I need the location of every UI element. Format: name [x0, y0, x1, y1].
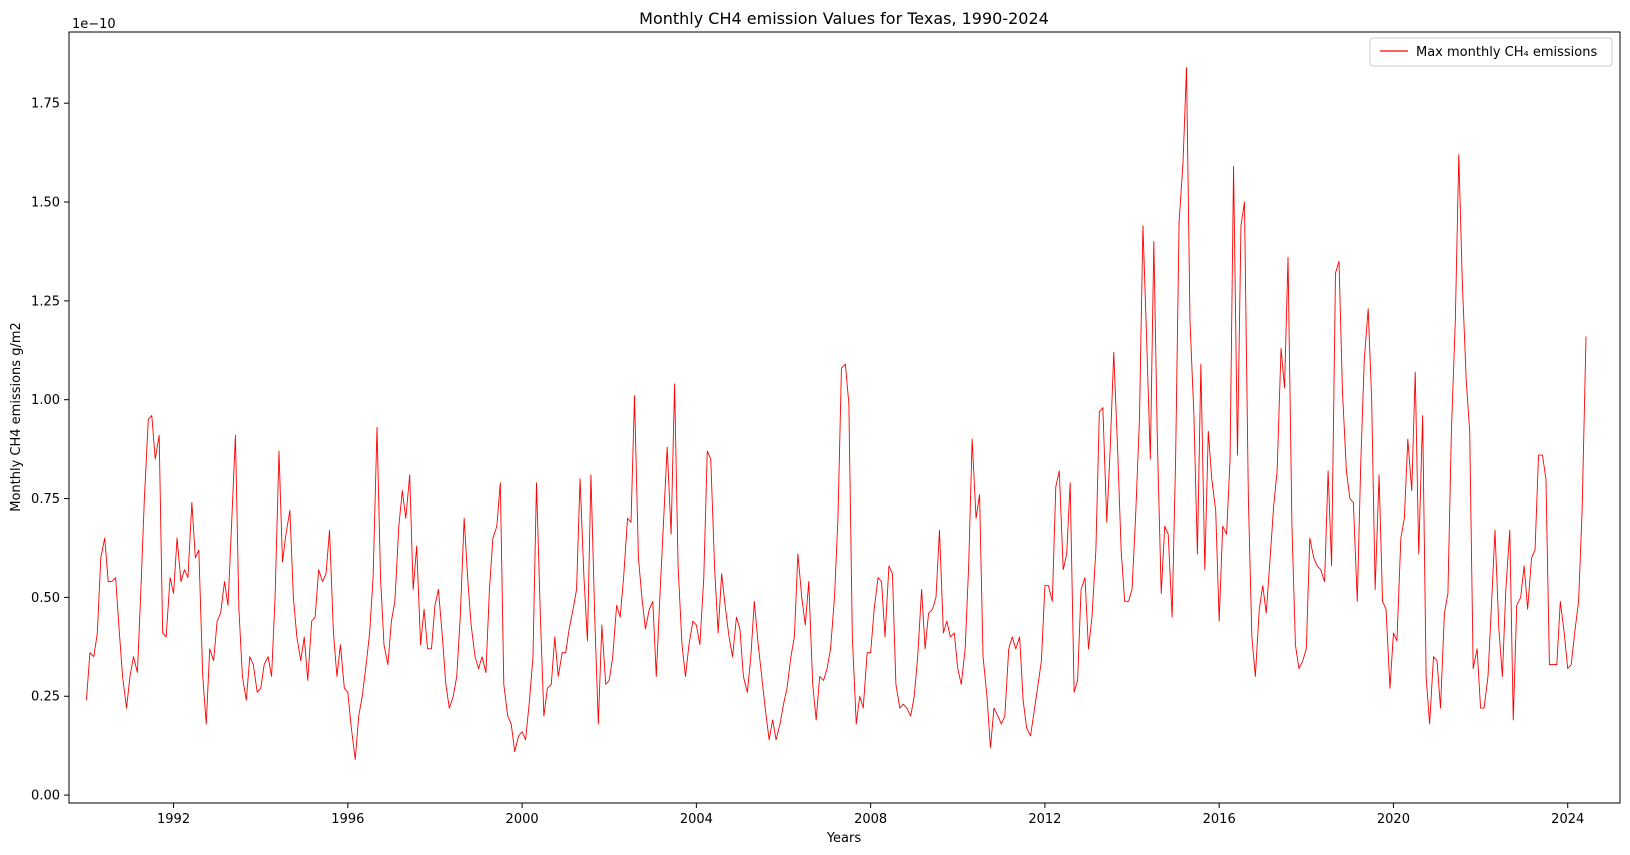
x-tick-label: 2016	[1203, 812, 1236, 827]
legend-entry: Max monthly CH₄ emissions	[1416, 45, 1597, 60]
x-axis-label: Years	[826, 831, 862, 846]
series-line-0	[85, 67, 1587, 760]
y-tick-label: 1.75	[31, 97, 60, 112]
x-tick-label: 2008	[854, 812, 887, 827]
x-tick-label: 2024	[1551, 812, 1584, 827]
y-axis: 0.00 0.25 0.50 0.75 1.00 1.25 1.50 1.75	[31, 97, 69, 804]
x-tick-label: 2020	[1377, 812, 1410, 827]
x-tick-label: 2012	[1028, 812, 1061, 827]
y-axis-label: Monthly CH4 emissions g/m2	[9, 322, 24, 512]
y-tick-label: 0.75	[31, 492, 60, 507]
x-tick-label: 1992	[157, 812, 190, 827]
chart-title: Monthly CH4 emission Values for Texas, 1…	[639, 9, 1049, 28]
y-tick-label: 1.25	[31, 294, 60, 309]
x-tick-label: 2000	[506, 812, 539, 827]
y-tick-label: 0.25	[31, 690, 60, 705]
y-offset-label: 1e−10	[72, 17, 116, 32]
x-axis: 1992 1996 2000 2004 2008 2012 2016 2020 2024	[157, 803, 1584, 827]
y-tick-label: 1.00	[31, 393, 60, 408]
y-tick-label: 1.50	[31, 196, 60, 211]
legend-box	[1369, 37, 1613, 67]
x-tick-label: 2004	[680, 812, 713, 827]
y-tick-label: 0.00	[31, 789, 60, 804]
plot-frame	[68, 31, 1621, 804]
plot-area	[85, 67, 1587, 760]
x-tick-label: 1996	[331, 812, 364, 827]
legend: Max monthly CH₄ emissions	[1369, 37, 1613, 67]
y-tick-label: 0.50	[31, 591, 60, 606]
